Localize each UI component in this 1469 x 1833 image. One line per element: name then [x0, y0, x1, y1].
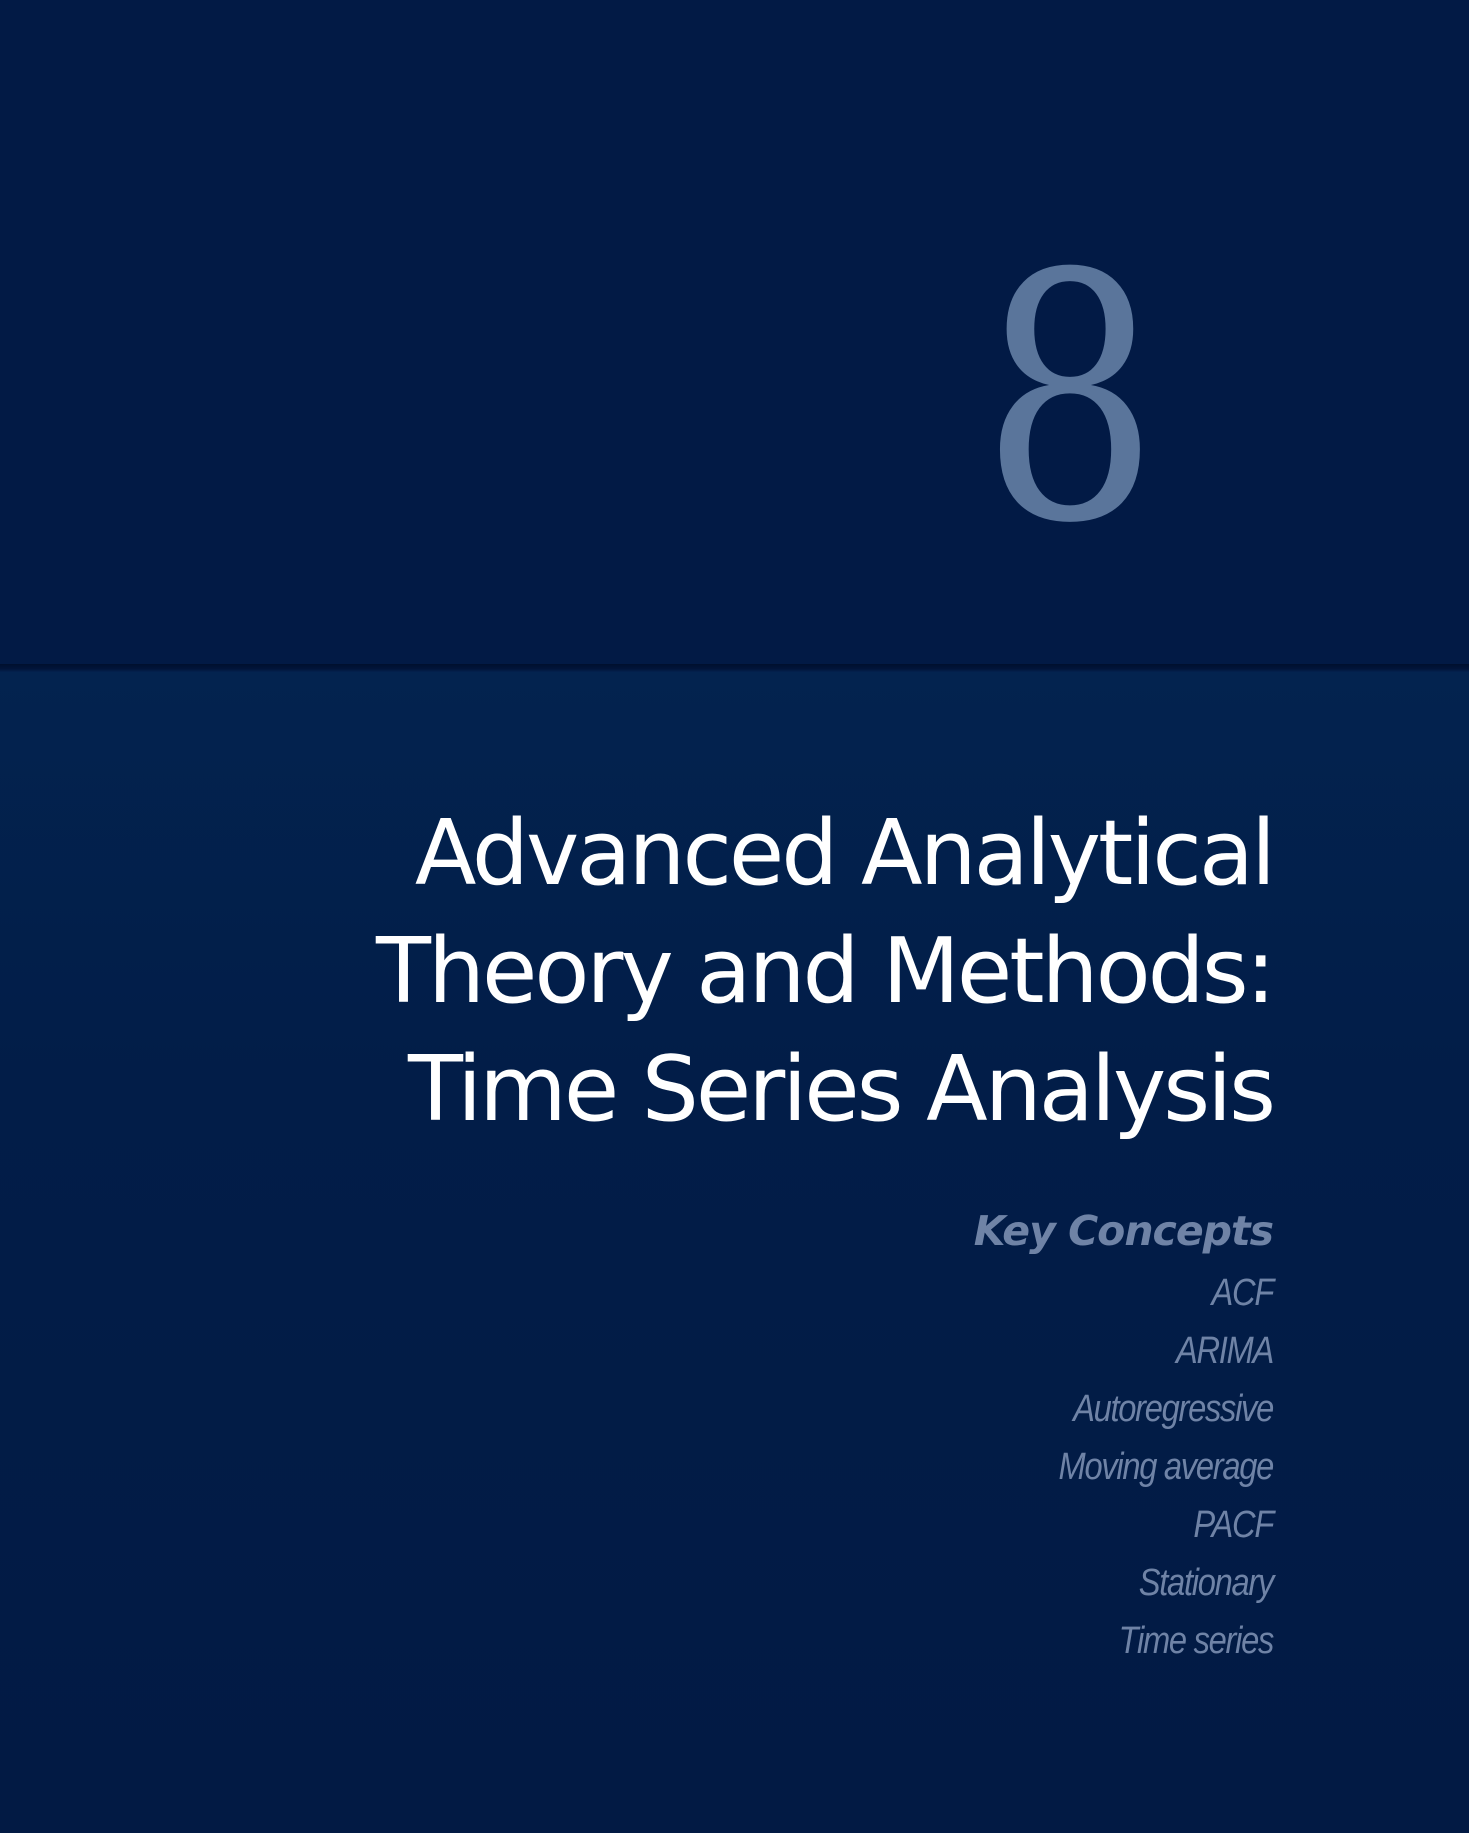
chapter-title-panel [0, 672, 1469, 1833]
section-divider [0, 664, 1469, 672]
key-concept-item: Stationary [1138, 1562, 1275, 1604]
chapter-title-line: Theory and Methods: [375, 919, 1276, 1024]
key-concepts-list: ACF ARIMA Autoregressive Moving average … [773, 1264, 1275, 1670]
chapter-header-panel: 8 [0, 0, 1469, 664]
key-concept-item: ACF [1211, 1272, 1275, 1314]
key-concept-item: Time series [1118, 1620, 1275, 1662]
key-concept-item: ARIMA [1175, 1330, 1274, 1372]
key-concept-item: Autoregressive [1073, 1388, 1274, 1430]
key-concepts-section: Key Concepts ACF ARIMA Autoregressive Mo… [773, 1202, 1275, 1670]
key-concepts-heading: Key Concepts [973, 1207, 1274, 1255]
key-concept-item: Moving average [1058, 1446, 1275, 1488]
chapter-title-line: Time Series Analysis [407, 1037, 1276, 1142]
chapter-title: Advanced Analytical Theory and Methods: … [373, 795, 1276, 1149]
key-concept-item: PACF [1193, 1504, 1274, 1546]
chapter-number: 8 [981, 202, 1159, 598]
chapter-title-line: Advanced Analytical [414, 801, 1276, 906]
